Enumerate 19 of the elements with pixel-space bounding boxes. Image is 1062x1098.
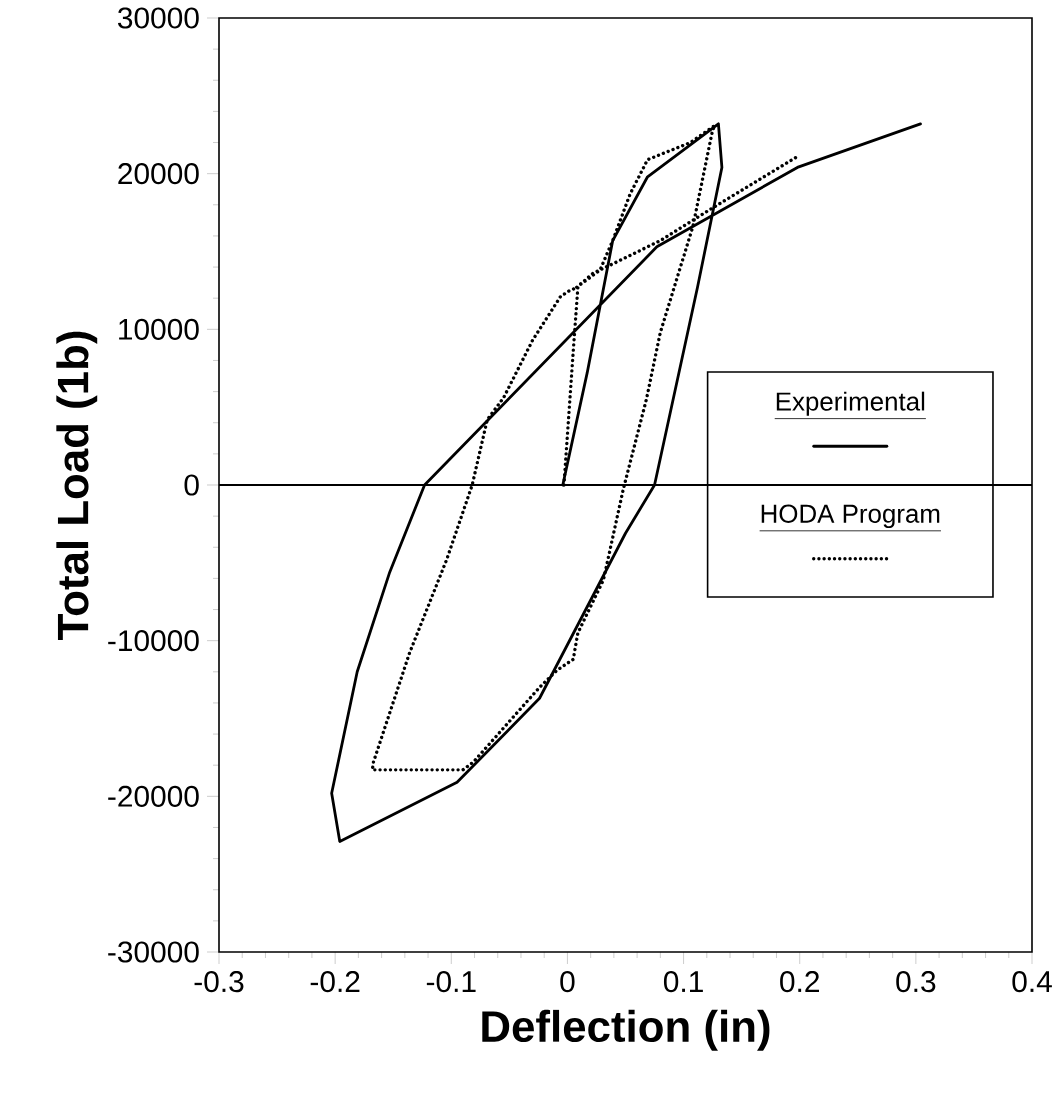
x-tick-label: 0.2: [780, 971, 819, 993]
x-tick-label: -0.3: [194, 971, 244, 993]
x-tick-label: 0: [560, 971, 575, 993]
text: Experimental: [776, 391, 925, 416]
y-tick-label: 30000: [117, 7, 199, 29]
y-tick-label: 20000: [118, 163, 199, 185]
x-tick-label: -0.1: [426, 971, 476, 993]
y-tick-label: 10000: [119, 318, 199, 340]
y-axis-title: Total Load (1b): [56, 331, 98, 640]
text: HODA Program: [761, 504, 940, 529]
x-tick-label: -0.2: [310, 971, 360, 993]
y-tick-label: -10000: [108, 630, 199, 652]
x-axis-title: Deflection (in): [482, 1009, 770, 1051]
x-tick-label: 0.1: [663, 971, 703, 993]
x-tick-label: 0.4: [1012, 971, 1052, 993]
y-tick-label: -30000: [108, 941, 199, 963]
y-tick-label: 0: [184, 474, 199, 496]
y-tick-label: -20000: [108, 785, 199, 807]
x-tick-label: 0.3: [896, 971, 936, 993]
